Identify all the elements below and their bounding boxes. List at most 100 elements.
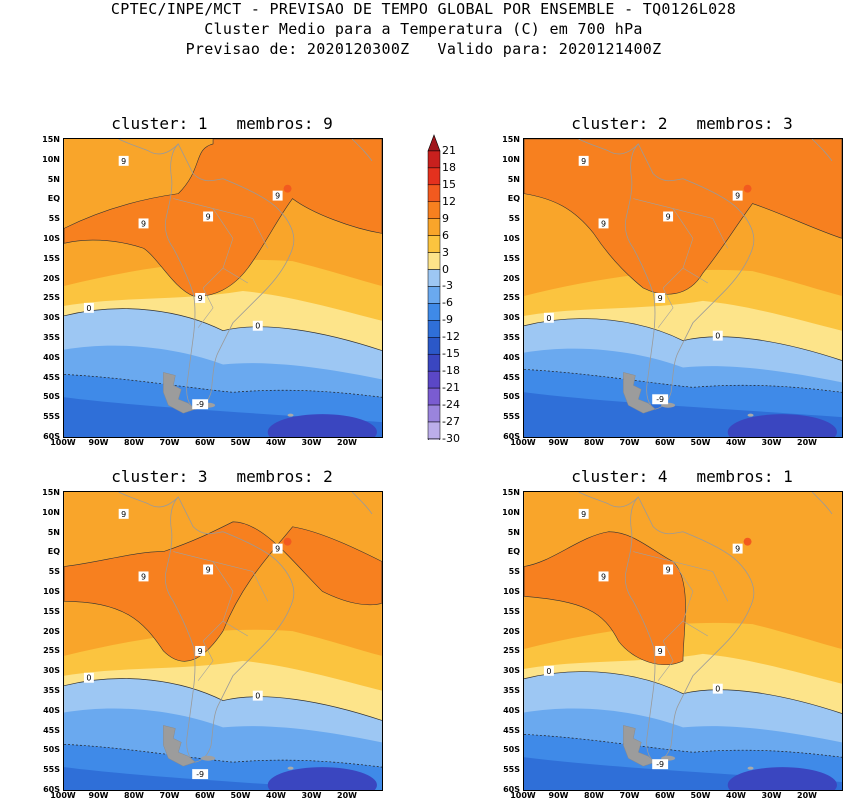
latitude-label: 45S	[503, 372, 520, 382]
africa-coast	[351, 492, 373, 515]
svg-text:9: 9	[601, 572, 606, 581]
map-panel-cluster-2: 9 9 9 9 9 0 0 -9	[523, 138, 843, 438]
latitude-label: 15S	[43, 606, 60, 616]
contour-label: 0	[712, 330, 723, 341]
svg-text:0: 0	[546, 314, 551, 323]
colorbar-tick-label: -30	[442, 431, 460, 445]
longitude-label: 50W	[230, 438, 251, 447]
contour-label: 9	[138, 218, 149, 228]
latitude-label: 55S	[503, 765, 520, 775]
svg-text:9: 9	[141, 572, 146, 581]
contour-label: 9	[732, 543, 743, 554]
colorbar-tick-label: -15	[442, 347, 460, 361]
africa-coast	[811, 492, 833, 515]
svg-text:9: 9	[198, 294, 203, 303]
latitude-label: 60S	[43, 785, 60, 794]
south-georgia	[747, 413, 754, 417]
svg-text:-9: -9	[656, 760, 664, 769]
forecast-dates: Previsao de: 2020120300Z Valido para: 20…	[185, 40, 662, 58]
map-panel-cluster-4: 9 9 9 9 9 0 0 -9	[523, 491, 843, 791]
latitude-label: EQ	[507, 547, 520, 557]
colorbar-segment	[427, 337, 441, 355]
latitude-label: 5N	[507, 174, 520, 184]
latitude-label: EQ	[47, 547, 60, 557]
contour-label: 0	[543, 312, 554, 323]
latitude-label: 20S	[503, 626, 520, 636]
latitude-label: 10S	[503, 234, 520, 243]
latitude-label: 20S	[43, 273, 60, 283]
latitude-label: 15N	[42, 135, 60, 144]
latitude-label: 40S	[43, 352, 60, 362]
contour-label: 9	[118, 508, 129, 519]
longitude-label: 40W	[726, 791, 746, 800]
south-america-outline	[164, 143, 295, 410]
colorbar-tick-label: 12	[442, 194, 456, 208]
svg-text:9: 9	[658, 647, 663, 656]
latitude-label: 10N	[502, 507, 520, 517]
longitude-label: 100W	[510, 791, 536, 800]
contour-label: 9	[272, 543, 283, 554]
longitude-label: 20W	[797, 791, 817, 800]
field-9-to-12	[524, 139, 842, 295]
contour-label: 9	[598, 571, 609, 581]
latitude-label: 5S	[508, 214, 520, 224]
country-borders	[633, 551, 728, 681]
field-9-to-12	[524, 531, 686, 665]
latitude-label: 20S	[43, 626, 60, 636]
longitude-label: 20W	[797, 438, 817, 447]
colorbar-tick-label: 21	[442, 143, 456, 157]
latitude-label: 25S	[43, 293, 60, 303]
longitude-label: 90W	[88, 791, 109, 800]
contour-label: -9	[192, 399, 209, 409]
latitude-label: 10N	[42, 507, 60, 517]
colorbar-segment	[427, 167, 441, 186]
contour-label: 9	[663, 211, 674, 221]
latitude-label: 15N	[42, 488, 60, 497]
svg-text:0: 0	[715, 332, 720, 341]
contour-label: 0	[252, 320, 263, 331]
svg-text:9: 9	[198, 647, 203, 656]
colorbar-tick-label: -6	[442, 296, 453, 310]
contour-label: 9	[578, 508, 589, 519]
latitude-label: 25S	[503, 646, 520, 656]
latitude-label: 60S	[503, 432, 520, 441]
colorbar-segment	[427, 370, 441, 389]
colorbar-segment	[427, 421, 441, 440]
longitude-label: 100W	[510, 438, 536, 447]
latitude-label: 5S	[48, 214, 60, 224]
contour-minus9	[64, 374, 382, 398]
latitude-label: 5N	[507, 527, 520, 537]
svg-text:9: 9	[275, 192, 280, 201]
contour-label: 0	[712, 683, 723, 694]
latitude-label: 25S	[43, 646, 60, 656]
latitude-label: EQ	[47, 194, 60, 204]
colorbar-tick-label: -24	[442, 398, 460, 412]
map-panel-cluster-1: 9 9 9 9 9 0 0 -9	[63, 138, 383, 438]
latitude-label: 15S	[503, 253, 520, 263]
contour-minus9	[64, 743, 382, 768]
colorbar-segment	[427, 235, 441, 253]
contour-label: 9	[655, 292, 666, 303]
svg-text:9: 9	[666, 565, 671, 574]
latitude-label: 30S	[43, 666, 60, 676]
field-9-to-12	[64, 139, 382, 297]
longitude-label: 40W	[266, 791, 286, 800]
south-america-outline	[624, 496, 755, 763]
south-america-outline	[164, 496, 295, 763]
field-9-to-12	[64, 521, 382, 662]
latitude-label: 10S	[503, 587, 520, 596]
latitude-label: 40S	[503, 705, 520, 715]
latitude-label: 10S	[43, 234, 60, 243]
longitude-label: 40W	[266, 438, 286, 447]
contour-label: 9	[195, 645, 206, 656]
contour-label: 0	[543, 665, 554, 676]
longitude-label: 50W	[230, 791, 251, 800]
latitude-label: 15N	[502, 488, 520, 497]
colorbar-tick-label: -3	[442, 279, 453, 293]
longitude-label: 50W	[690, 791, 711, 800]
patagonia-islands	[163, 725, 196, 767]
svg-text:9: 9	[141, 219, 146, 228]
falkland-islands	[201, 755, 216, 761]
colorbar-segment	[427, 404, 441, 423]
longitude-label: 20W	[337, 438, 357, 447]
